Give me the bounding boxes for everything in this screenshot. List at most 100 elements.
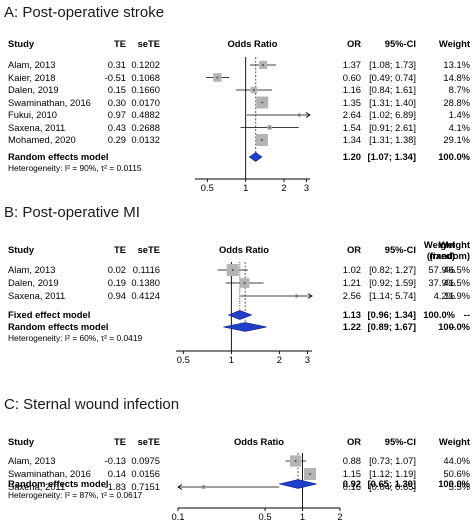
panel-2-study-2-sete: 0.7151 bbox=[131, 481, 160, 492]
panel-1-study-0-point bbox=[231, 269, 234, 271]
panel-1-study-2-sete: 0.4124 bbox=[131, 290, 160, 301]
panel-1-header-study: Study bbox=[8, 244, 35, 255]
panel-0-header-sete: seTE bbox=[137, 38, 160, 49]
panel-1-pooled-0-ci: [0.96; 1.34] bbox=[367, 309, 416, 320]
panel-0-study-3-weight: 28.8% bbox=[443, 96, 470, 108]
panel-1-header-te: TE bbox=[114, 244, 126, 255]
panel-0-study-5-or: 1.54 bbox=[342, 121, 361, 133]
panel-0-study-4-te: 0.97 bbox=[107, 109, 126, 120]
panel-1-study-2-te: 0.94 bbox=[107, 290, 126, 301]
panel-0-study-3-ci: [1.31; 1.40] bbox=[369, 96, 416, 108]
panel-0-study-1-weight: 14.8% bbox=[443, 71, 470, 83]
panel-2-header-te: TE bbox=[114, 436, 126, 447]
panel-0-study-0-or: 1.37 bbox=[342, 59, 361, 70]
panel-0-study-4-sete: 0.4882 bbox=[131, 109, 160, 120]
panel-0-study-3-te: 0.30 bbox=[107, 96, 126, 108]
panel-0-study-1-name: Kaier, 2018 bbox=[8, 71, 56, 83]
panel-1-study-1-sete: 0.1380 bbox=[131, 277, 160, 288]
panel-2-study-0-name: Alam, 2013 bbox=[8, 455, 56, 466]
panel-1-study-1-point bbox=[243, 282, 246, 284]
panel-0-study-6-te: 0.29 bbox=[107, 134, 126, 145]
panel-0-study-2-te: 0.15 bbox=[107, 84, 126, 95]
panel-0-study-5-point bbox=[268, 126, 271, 129]
panel-0-header-or: OR bbox=[346, 38, 361, 49]
panel-2-tick-label-0: 0.1 bbox=[171, 511, 185, 522]
panel-0-study-1-te: -0.51 bbox=[104, 71, 126, 83]
panel-0-study-0-weight: 13.1% bbox=[443, 59, 470, 70]
panel-0-study-4-ci-arrow-right bbox=[305, 112, 311, 118]
panel-0-study-6-weight: 29.1% bbox=[443, 134, 470, 145]
panel-2-heterogeneity: Heterogeneity: I² = 87%, τ² = 0.0617 bbox=[8, 490, 143, 500]
panel-2-study-0-point bbox=[294, 460, 297, 462]
panel-1-study-2-ci-arrow-right bbox=[307, 293, 313, 299]
panel-0-study-3-sete: 0.0170 bbox=[131, 96, 160, 108]
panel-1-header-ci: 95%-CI bbox=[384, 244, 416, 255]
panel-0-pooled-0-diamond bbox=[248, 152, 263, 162]
panel-2-header-sete: seTE bbox=[137, 436, 160, 447]
panel-1-pooled-1-weight-fixed: -- bbox=[448, 321, 455, 332]
panel-0-study-6-point bbox=[260, 139, 263, 141]
panel-2-study-0-weight: 44.0% bbox=[443, 455, 470, 466]
panel-1-header-weight-random: Weight (random) bbox=[429, 239, 470, 261]
panel-2-pooled-0-ci: [0.65; 1.30] bbox=[367, 478, 416, 489]
panel-0-heterogeneity: Heterogeneity: I² = 90%, τ² = 0.0115 bbox=[8, 163, 142, 173]
panel-2-study-1-weight: 50.6% bbox=[443, 468, 470, 479]
panel-1-study-2-weight-random: 11.9% bbox=[444, 290, 470, 301]
panel-0-pooled-0-ci: [1.07; 1.34] bbox=[367, 151, 416, 162]
panel-1-study-2-ci: [1.14; 5.74] bbox=[369, 290, 416, 301]
panel-2-study-2-weight: 5.5% bbox=[448, 481, 470, 492]
panel-1-pooled-0-weight-random: -- bbox=[463, 309, 470, 320]
panel-1-pooled-0-weight-fixed: 100.0% bbox=[423, 309, 455, 320]
panel-1-study-0-te: 0.02 bbox=[107, 264, 126, 275]
panel-2-header-weight: Weight bbox=[438, 436, 470, 447]
panel-1-header-sete: seTE bbox=[137, 244, 160, 255]
panel-2-study-2-ci: [0.04; 0.65] bbox=[369, 481, 416, 492]
panel-2-study-1-point bbox=[309, 473, 311, 475]
panel-0-study-4-weight: 1.4% bbox=[448, 109, 470, 120]
panel-0-study-5-ci: [0.91; 2.61] bbox=[369, 121, 416, 133]
panel-0-study-0-name: Alam, 2013 bbox=[8, 59, 56, 70]
panel-0-study-4-point bbox=[298, 114, 301, 116]
panel-0-study-1-or: 0.60 bbox=[342, 71, 361, 83]
panel-2-header-ci: 95%-CI bbox=[384, 436, 416, 447]
panel-2-pooled-0-weight: 100.0% bbox=[438, 478, 470, 489]
panel-0-study-6-name: Mohamed, 2020 bbox=[8, 134, 76, 145]
panel-0-study-0-sete: 0.1202 bbox=[131, 59, 160, 70]
panel-1-pooled-0-diamond bbox=[227, 310, 253, 320]
panel-1-tick-label-0: 0.5 bbox=[176, 354, 190, 365]
panel-1-study-0-weight-fixed: 57.9% bbox=[428, 264, 455, 275]
panel-0-study-2-name: Dalen, 2019 bbox=[8, 84, 59, 95]
panel-0-study-2-weight: 8.7% bbox=[448, 84, 470, 95]
panel-1-header-weight-fixed: Weight (fixed) bbox=[423, 239, 455, 261]
panel-2-header-oddsratio: Odds Ratio bbox=[233, 436, 284, 447]
panel-0-study-6-or: 1.34 bbox=[342, 134, 361, 145]
panel-1-study-1-name: Dalen, 2019 bbox=[8, 277, 59, 288]
panel-2-study-1-ci: [1.12; 1.19] bbox=[369, 468, 416, 479]
panel-0-study-3-name: Swaminathan, 2016 bbox=[8, 96, 91, 108]
panel-2-study-0-ci: [0.73; 1.07] bbox=[369, 455, 416, 466]
panel-0-pooled-0-weight: 100.0% bbox=[438, 151, 470, 162]
panel-0-pooled-0-or: 1.20 bbox=[342, 151, 361, 162]
panel-0-study-6-ci: [1.31; 1.38] bbox=[369, 134, 416, 145]
panel-0-header-oddsratio: Odds Ratio bbox=[227, 38, 278, 49]
panel-0-study-4-name: Fukui, 2010 bbox=[8, 109, 57, 120]
panel-2-pooled-0-diamond bbox=[279, 479, 317, 489]
panel-0-study-6-sete: 0.0132 bbox=[131, 134, 160, 145]
panel-1-tick-label-2: 2 bbox=[276, 354, 283, 365]
panel-2-header-study: Study bbox=[8, 436, 35, 447]
panel-0-tick-label-2: 2 bbox=[281, 182, 287, 193]
panel-1-tick-label-3: 3 bbox=[304, 354, 311, 365]
panel-2-study-0-sete: 0.0975 bbox=[131, 455, 160, 466]
panel-2-study-1-or: 1.15 bbox=[342, 468, 361, 479]
panel-1-pooled-1-weight-random: 100.0% bbox=[438, 321, 470, 332]
panel-0-study-5-sete: 0.2688 bbox=[131, 121, 160, 133]
panel-0-pooled-0-name: Random effects model bbox=[8, 151, 109, 162]
panel-1-study-1-ci: [0.92; 1.59] bbox=[369, 277, 416, 288]
panel-1-study-0-name: Alam, 2013 bbox=[8, 264, 56, 275]
panel-0-tick-label-3: 3 bbox=[303, 182, 310, 193]
panel-0-header-te: TE bbox=[114, 38, 126, 49]
panel-1-tick-label-1: 1 bbox=[228, 354, 234, 365]
panel-0-study-1-point bbox=[216, 76, 219, 79]
panel-1-pooled-1-name: Random effects model bbox=[8, 321, 109, 332]
